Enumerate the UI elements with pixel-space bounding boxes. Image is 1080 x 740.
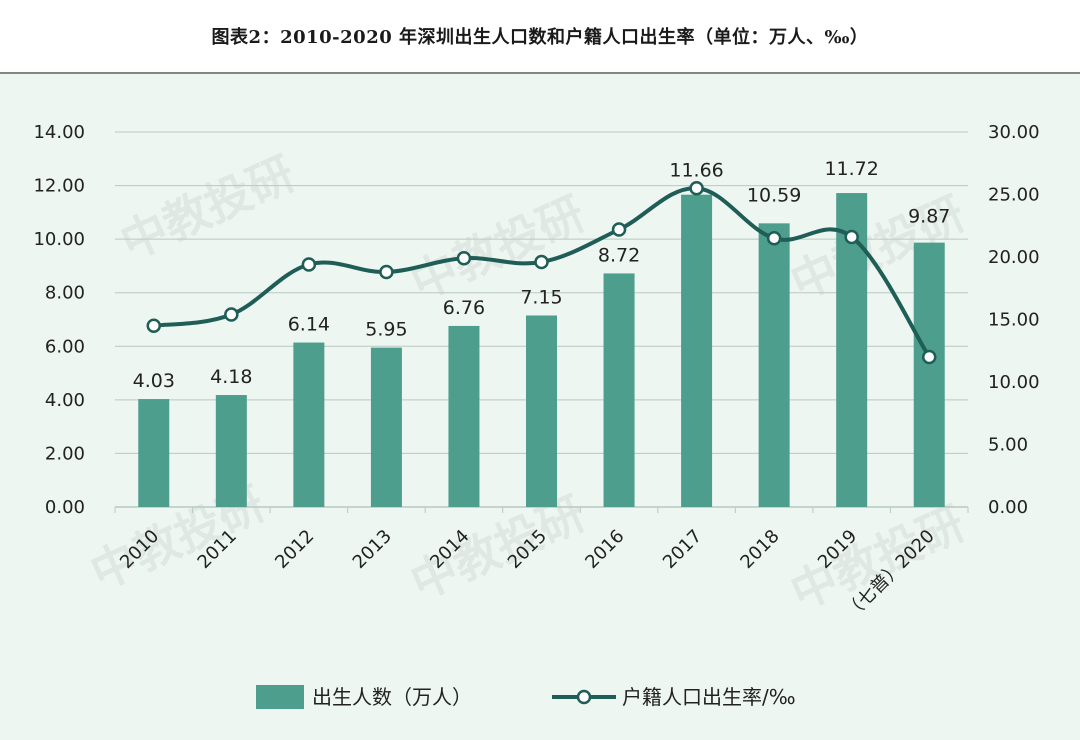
y-right-tick-label: 20.00 <box>988 247 1040 268</box>
line-marker <box>534 254 549 270</box>
line-path <box>153 186 931 359</box>
line-marker <box>611 222 627 237</box>
y-left-tick-label: 12.00 <box>33 176 85 197</box>
bar-data-label: 6.14 <box>288 314 330 336</box>
line-marker <box>456 251 472 266</box>
y-left-tick-label: 0.00 <box>45 497 85 518</box>
watermark-text: 中教投研 <box>403 186 593 310</box>
bar-data-label: 4.03 <box>133 370 175 392</box>
bar-data-label: 8.72 <box>598 244 640 266</box>
chart-title: 图表2：2010-2020 年深圳出生人口数和户籍人口出生率（单位：万人、‰） <box>211 27 869 48</box>
legend-line-marker <box>576 689 592 705</box>
y-left-tick-label: 14.00 <box>33 122 85 143</box>
bar-data-label: 6.76 <box>443 297 485 319</box>
y-right-tick-label: 15.00 <box>988 310 1040 331</box>
bar <box>913 242 945 507</box>
y-left-tick-label: 8.00 <box>45 283 85 304</box>
y-right-tick-label: 5.00 <box>988 435 1028 456</box>
line-series <box>146 181 937 365</box>
y-right-tick-label: 0.00 <box>988 497 1028 518</box>
title-bar: 图表2：2010-2020 年深圳出生人口数和户籍人口出生率（单位：万人、‰） <box>0 0 1080 74</box>
line-marker <box>301 257 317 272</box>
line-marker <box>224 307 239 322</box>
y-left-tick-label: 6.00 <box>45 336 85 357</box>
legend: 出生人数（万人） 户籍人口出生率/‰ <box>256 685 796 709</box>
x-tick-label: 2012 <box>271 526 318 573</box>
x-tick-label: 2018 <box>736 526 783 573</box>
bar-series <box>138 193 945 508</box>
y-right-tick-label: 10.00 <box>988 372 1040 393</box>
line-marker <box>146 318 162 333</box>
bar <box>603 273 635 507</box>
plot-area: 中教投研 中教投研 中教投研 中教投研 中教投研 中教投研 4.03 4.18 6.14 5.9… <box>0 74 1080 740</box>
data-labels: 4.03 4.18 6.14 5.95 6.76 7.15 8.72 11.66 10.59 11… <box>133 158 951 392</box>
bar-data-label: 7.15 <box>520 286 562 308</box>
legend-bar-swatch <box>256 685 304 709</box>
bar <box>526 315 557 507</box>
bar <box>138 399 170 507</box>
bar <box>758 223 790 507</box>
y-right-tick-label: 30.00 <box>988 122 1040 143</box>
bar <box>681 194 713 507</box>
bar <box>293 342 325 507</box>
bar-data-label: 4.18 <box>210 366 252 388</box>
bar <box>370 347 402 507</box>
line-marker <box>379 264 394 280</box>
y-left-tick-label: 2.00 <box>45 443 85 464</box>
line-marker <box>844 229 859 245</box>
bar-data-label: 11.72 <box>824 158 878 180</box>
line-marker <box>921 349 937 365</box>
bar-data-label: 10.59 <box>747 184 801 206</box>
bar-data-label: 9.87 <box>908 206 950 228</box>
bar-data-label: 11.66 <box>669 160 723 182</box>
bar <box>448 325 480 507</box>
line-marker <box>766 231 782 246</box>
bar-data-label: 5.95 <box>365 319 407 341</box>
y-left-tick-label: 10.00 <box>33 229 85 250</box>
bar <box>215 395 247 507</box>
legend-bar-label: 出生人数（万人） <box>312 685 472 709</box>
y-right-tick-label: 25.00 <box>988 185 1040 206</box>
legend-line-label: 户籍人口出生率/‰ <box>622 685 796 709</box>
y-left-tick-label: 4.00 <box>45 390 85 411</box>
watermark-text: 中教投研 <box>403 486 593 610</box>
watermark-text: 中教投研 <box>113 146 303 270</box>
line-marker <box>689 181 704 196</box>
x-tick-label: 2017 <box>659 526 706 573</box>
x-tick-label: 2013 <box>349 526 396 573</box>
